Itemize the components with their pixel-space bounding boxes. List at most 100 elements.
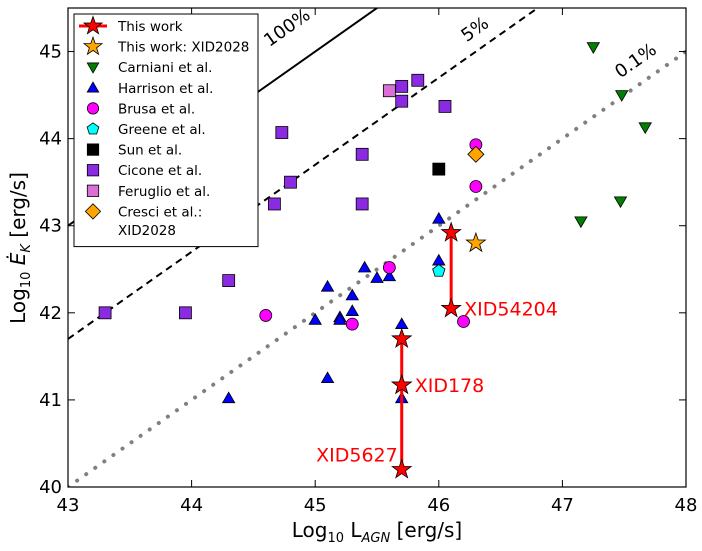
y-axis-label: Log10 ĖK [erg/s] <box>6 172 34 324</box>
point-sun-et-al <box>432 162 446 176</box>
point-greene-et-al <box>432 264 446 277</box>
point-cicone-et-al <box>275 126 289 139</box>
line-5 <box>68 8 540 340</box>
this-work-star <box>440 297 462 318</box>
series-this-work-xid2028 <box>465 231 487 253</box>
y-tick-label: 40 <box>39 477 62 498</box>
point-cicone-et-al <box>411 73 425 87</box>
point-harrison-et-al <box>320 371 335 384</box>
point-feruglio-et-al <box>382 84 396 98</box>
x-tick-label: 47 <box>551 495 574 516</box>
legend-marker <box>82 35 104 56</box>
legend-marker <box>84 203 102 220</box>
point-carniani-et-al <box>586 42 601 54</box>
legend-entry-sun-et-al: Sun et al. <box>86 143 182 159</box>
legend-entry-brusa-et-al: Brusa et al. <box>86 101 195 117</box>
point-cicone-et-al <box>98 306 112 320</box>
legend-entry-harrison-et-al: Harrison et al. <box>86 81 213 97</box>
point-harrison-et-al <box>333 312 347 325</box>
point-cicone-et-al <box>268 197 281 211</box>
point-cicone-et-al <box>355 197 369 211</box>
y-tick-label: 44 <box>39 129 62 150</box>
point-harrison-et-al <box>382 269 397 282</box>
y-tick-label: 42 <box>39 303 62 324</box>
legend-marker <box>86 143 100 156</box>
series-harrison-et-al <box>221 211 446 404</box>
legend-label: Feruglio et al. <box>118 184 210 200</box>
legend-label: Cicone et al. <box>118 163 202 179</box>
point-harrison-et-al <box>320 279 335 292</box>
point-cicone-et-al <box>222 274 236 287</box>
point-brusa-et-al <box>457 315 470 328</box>
pair-label: XID5627 <box>316 445 398 467</box>
reference-line-labels: 100% 5% 0.1% <box>260 4 660 82</box>
this-work-star <box>391 373 413 395</box>
point-carniani-et-al <box>574 216 588 229</box>
legend-marker <box>86 81 100 93</box>
legend-label: This work <box>117 19 183 35</box>
point-harrison-et-al <box>432 253 446 266</box>
point-cicone-et-al <box>284 175 297 189</box>
legend-box <box>73 13 259 248</box>
point-harrison-et-al <box>308 312 322 325</box>
legend-entry-carniani-et-al: Carniani et al. <box>86 60 212 76</box>
y-tick-label: 45 <box>39 42 62 63</box>
point-brusa-et-al <box>259 309 273 322</box>
x-tick-label: 43 <box>57 495 80 516</box>
legend-label-cont: XID2028 <box>118 223 176 239</box>
point-carniani-et-al <box>638 122 652 135</box>
pair-xid178: XID178 <box>391 327 484 397</box>
legend-label: Carniani et al. <box>118 60 212 76</box>
y-tick-label: 41 <box>39 390 62 411</box>
this-work-star <box>391 458 413 479</box>
series-cresci-et-al-xid2028 <box>467 145 485 163</box>
legend-label: Brusa et al. <box>118 101 195 117</box>
legend: This work This work: XID2028 Carniani et a… <box>73 13 259 248</box>
series-cicone-et-al <box>98 73 452 320</box>
series-feruglio-et-al <box>382 84 396 98</box>
legend-marker <box>86 122 100 135</box>
legend-marker <box>82 15 104 35</box>
x-tick-label: 48 <box>675 495 698 516</box>
pair-label: XID54204 <box>464 298 558 320</box>
series-carniani-et-al <box>574 42 652 229</box>
line-0-1 <box>68 49 686 487</box>
point-cicone-et-al <box>355 147 369 161</box>
legend-label: Cresci et al.: <box>118 204 202 220</box>
line-label-5: 5% <box>457 13 492 47</box>
this-work-star <box>440 221 462 242</box>
series-sun-et-al <box>432 162 446 176</box>
point-harrison-et-al <box>221 391 236 404</box>
legend-entry-cresci-et-al: Cresci et al.: XID2028 <box>84 203 202 239</box>
point-cicone-et-al <box>395 79 409 93</box>
axis-ticks: 43 44 45 46 47 48 40 41 42 43 44 45 <box>39 8 697 516</box>
point-harrison-et-al <box>394 317 409 330</box>
legend-marker <box>86 164 100 177</box>
legend-label: Greene et al. <box>118 122 206 138</box>
series-greene-et-al <box>432 264 446 277</box>
x-tick-label: 44 <box>180 495 203 516</box>
pair-xid54204: XID54204 <box>440 221 558 320</box>
point-harrison-et-al <box>345 304 360 316</box>
legend-entry-feruglio-et-al: Feruglio et al. <box>86 184 210 200</box>
point-cicone-et-al <box>395 94 409 108</box>
point-cicone-et-al <box>179 306 192 320</box>
line-label-0-1: 0.1% <box>611 39 660 83</box>
line-label-100: 100% <box>260 4 314 51</box>
this-work-star <box>391 327 413 349</box>
x-axis-label: Log10 LAGN [erg/s] <box>292 518 462 546</box>
this-work-pairs: XID5627 XID178 XID54204 <box>316 221 558 479</box>
point-harrison-et-al <box>432 211 446 224</box>
legend-label: Sun et al. <box>118 143 182 159</box>
point-carniani-et-al <box>614 90 629 102</box>
point-this-work-xid2028 <box>465 231 487 253</box>
point-brusa-et-al <box>469 180 483 193</box>
legend-entry-greene-et-al: Greene et al. <box>86 122 206 138</box>
legend-label: Harrison et al. <box>118 81 213 97</box>
legend-entry-this-work-xid2028: This work: XID2028 <box>82 35 249 56</box>
legend-label: This work: XID2028 <box>117 40 249 56</box>
x-tick-label: 45 <box>304 495 327 516</box>
legend-entry-this-work: This work <box>79 15 183 35</box>
